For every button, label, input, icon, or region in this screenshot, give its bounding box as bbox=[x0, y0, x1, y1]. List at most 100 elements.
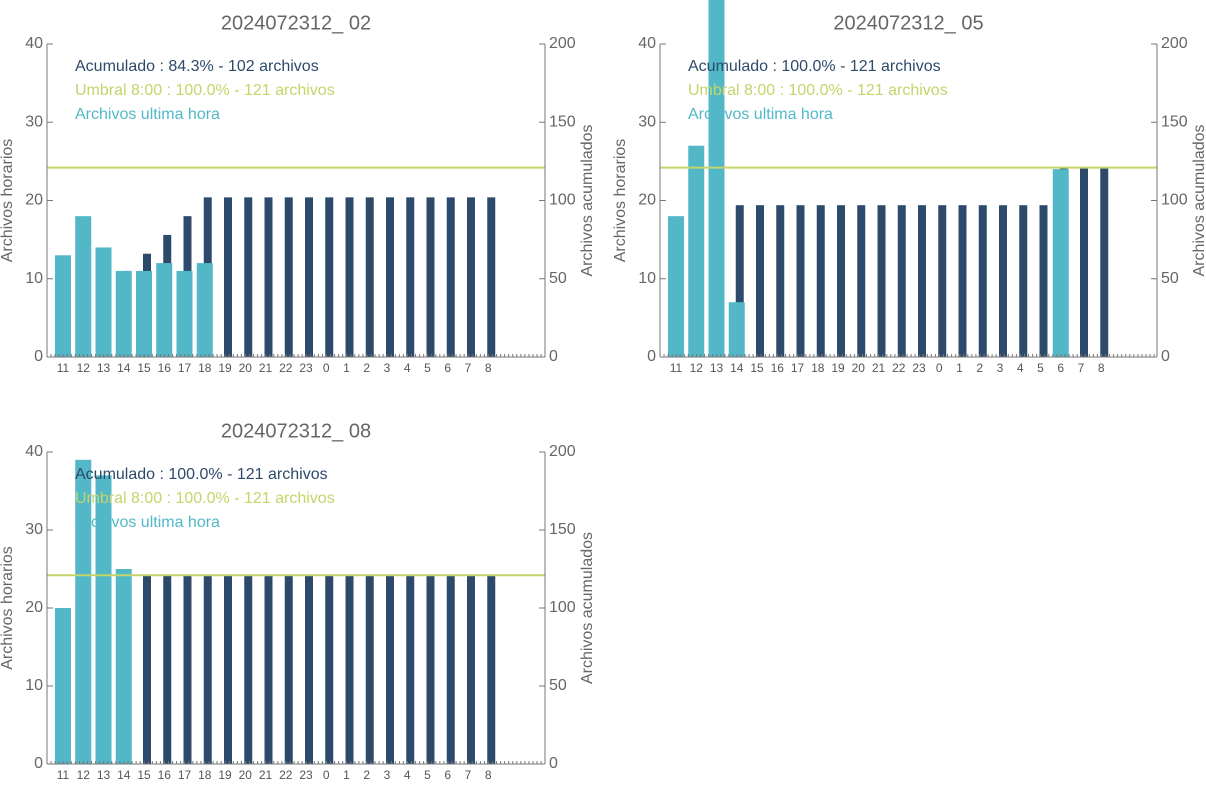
x-tick-label: 2 bbox=[363, 361, 370, 375]
y2-axis-label: Archivos acumulados bbox=[579, 124, 596, 276]
bar bbox=[386, 197, 394, 357]
y-tick-label: 30 bbox=[25, 113, 43, 130]
bar bbox=[735, 205, 744, 357]
x-tick-label: 18 bbox=[811, 361, 825, 375]
legend-entry: Umbral 8:00 : 100.0% - 121 archivos bbox=[688, 82, 948, 99]
x-tick-label: 18 bbox=[198, 361, 212, 375]
bar bbox=[196, 263, 213, 357]
chart-title: 2024072312_ 08 bbox=[221, 420, 371, 442]
y-axis-label: Archivos horarios bbox=[0, 546, 16, 670]
x-tick-label: 3 bbox=[384, 361, 391, 375]
y-tick-label: 10 bbox=[25, 677, 43, 694]
bar bbox=[365, 575, 374, 764]
bar bbox=[345, 575, 354, 764]
y2-tick-label: 200 bbox=[549, 35, 576, 52]
y2-tick-label: 150 bbox=[1161, 113, 1188, 130]
x-tick-label: 1 bbox=[343, 768, 350, 782]
bar bbox=[688, 145, 705, 357]
y-tick-label: 40 bbox=[25, 35, 43, 52]
bar bbox=[365, 197, 374, 357]
x-tick-label: 2 bbox=[976, 361, 983, 375]
x-tick-label: 14 bbox=[117, 768, 131, 782]
bar bbox=[386, 575, 394, 764]
x-tick-label: 15 bbox=[137, 768, 151, 782]
y-tick-label: 20 bbox=[25, 192, 43, 209]
y2-tick-label: 0 bbox=[549, 348, 558, 365]
bar bbox=[999, 205, 1007, 357]
bar bbox=[244, 575, 253, 764]
x-tick-label: 21 bbox=[872, 361, 886, 375]
bar bbox=[284, 575, 293, 764]
x-tick-label: 5 bbox=[424, 361, 431, 375]
x-tick-label: 3 bbox=[384, 768, 391, 782]
x-tick-label: 15 bbox=[750, 361, 764, 375]
legend-entry: Acumulado : 100.0% - 121 archivos bbox=[688, 58, 941, 75]
x-tick-label: 6 bbox=[444, 361, 451, 375]
y2-tick-label: 0 bbox=[1161, 348, 1170, 365]
x-tick-label: 17 bbox=[178, 768, 192, 782]
x-tick-label: 23 bbox=[912, 361, 926, 375]
x-tick-label: 12 bbox=[77, 768, 91, 782]
y-axis-label: Archivos horarios bbox=[0, 139, 16, 263]
legend-entry: Archivos ultima hora bbox=[688, 106, 833, 123]
x-tick-label: 22 bbox=[892, 361, 906, 375]
x-tick-label: 19 bbox=[218, 361, 232, 375]
x-tick-label: 5 bbox=[1037, 361, 1044, 375]
y2-tick-label: 100 bbox=[1161, 192, 1188, 209]
x-tick-label: 22 bbox=[279, 361, 293, 375]
bar bbox=[284, 197, 293, 357]
chart-title: 2024072312_ 05 bbox=[833, 12, 983, 34]
x-tick-label: 4 bbox=[404, 768, 411, 782]
bar bbox=[446, 197, 455, 357]
bar bbox=[796, 205, 805, 357]
bar bbox=[958, 205, 967, 357]
x-tick-label: 17 bbox=[791, 361, 805, 375]
legend-entry: Archivos ultima hora bbox=[75, 514, 220, 531]
y2-tick-label: 100 bbox=[549, 599, 576, 616]
x-tick-label: 8 bbox=[1098, 361, 1105, 375]
y2-tick-label: 50 bbox=[549, 677, 567, 694]
y2-tick-label: 0 bbox=[549, 755, 558, 772]
x-tick-label: 13 bbox=[710, 361, 724, 375]
x-tick-label: 14 bbox=[117, 361, 131, 375]
bar bbox=[708, 0, 725, 358]
bar bbox=[176, 270, 193, 357]
bar bbox=[264, 197, 273, 357]
bar bbox=[857, 205, 866, 357]
bar bbox=[143, 575, 151, 764]
y2-tick-label: 50 bbox=[1161, 270, 1179, 287]
x-tick-label: 15 bbox=[137, 361, 151, 375]
bar bbox=[467, 197, 475, 357]
bar bbox=[446, 575, 455, 764]
bar bbox=[325, 575, 334, 764]
x-tick-label: 16 bbox=[158, 361, 172, 375]
x-tick-label: 7 bbox=[1078, 361, 1085, 375]
legend-entry: Umbral 8:00 : 100.0% - 121 archivos bbox=[75, 490, 335, 507]
bar bbox=[1039, 205, 1048, 357]
x-tick-label: 20 bbox=[852, 361, 866, 375]
bar bbox=[1080, 167, 1088, 357]
x-tick-label: 8 bbox=[485, 361, 492, 375]
y2-tick-label: 200 bbox=[1161, 35, 1188, 52]
x-tick-label: 6 bbox=[1057, 361, 1064, 375]
bar bbox=[776, 205, 785, 357]
y2-tick-label: 100 bbox=[549, 192, 576, 209]
legend-entry: Acumulado : 100.0% - 121 archivos bbox=[75, 466, 328, 483]
bar bbox=[163, 575, 172, 764]
bar bbox=[426, 197, 435, 357]
x-tick-label: 13 bbox=[97, 768, 111, 782]
y-tick-label: 20 bbox=[638, 192, 656, 209]
bar bbox=[203, 575, 212, 764]
bar bbox=[728, 302, 745, 357]
bar bbox=[816, 205, 825, 357]
bar bbox=[115, 569, 132, 764]
x-tick-label: 12 bbox=[690, 361, 704, 375]
bar bbox=[487, 197, 496, 357]
x-tick-label: 16 bbox=[771, 361, 785, 375]
bar bbox=[305, 197, 313, 357]
y2-axis-label: Archivos acumulados bbox=[1191, 124, 1206, 276]
